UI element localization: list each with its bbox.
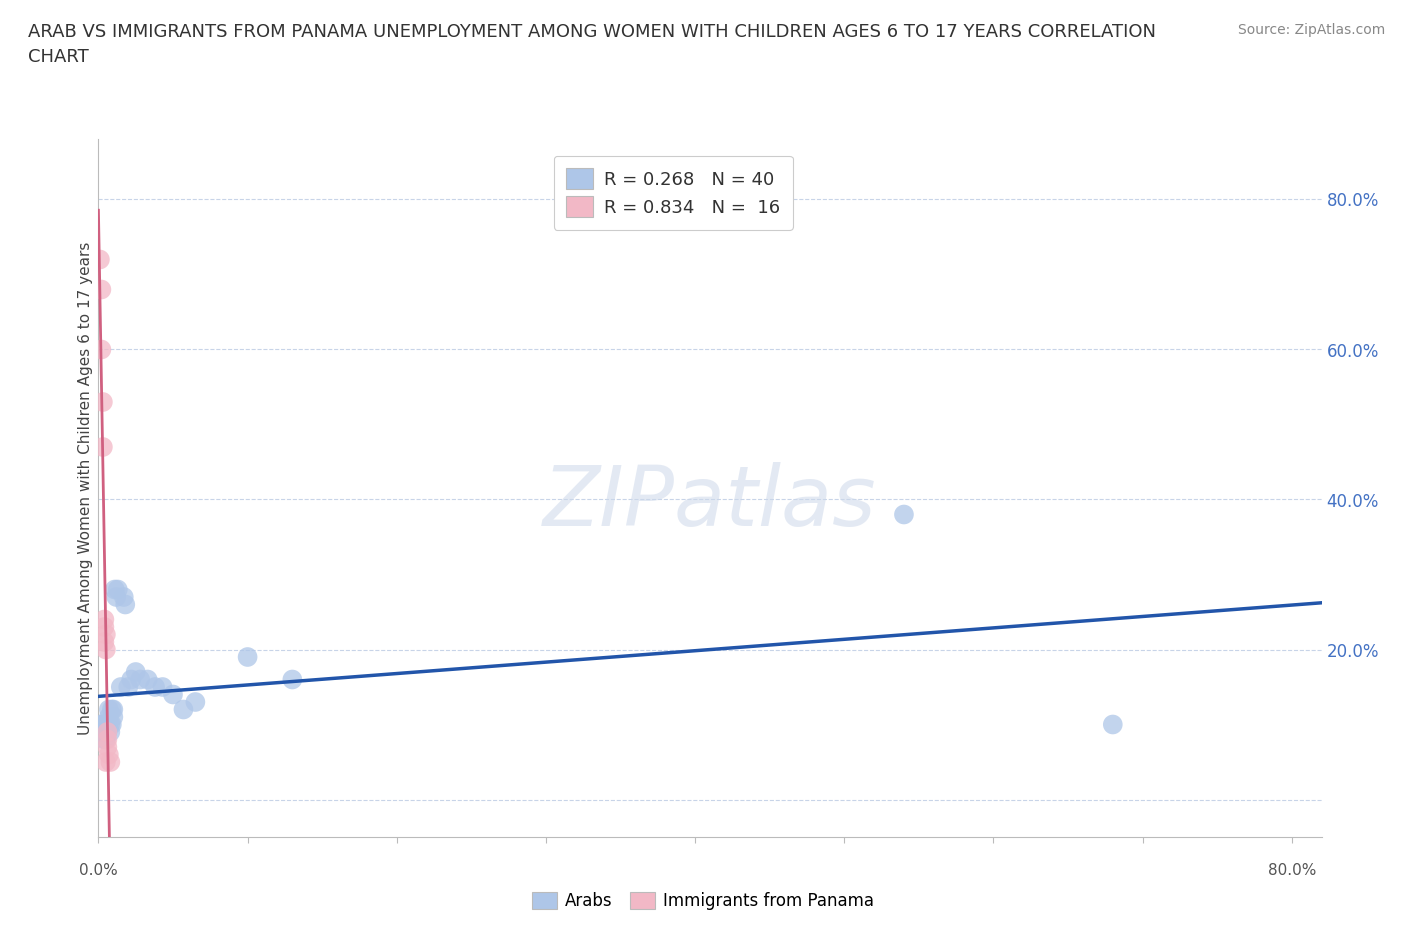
Point	[120, 672, 142, 687]
Point	[93, 634, 115, 649]
Point	[91, 440, 114, 455]
Point	[103, 710, 125, 724]
Point	[96, 732, 118, 747]
Point	[94, 724, 117, 739]
Text: Source: ZipAtlas.com: Source: ZipAtlas.com	[1237, 23, 1385, 37]
Point	[101, 717, 124, 732]
Point	[114, 597, 136, 612]
Point	[1101, 717, 1123, 732]
Text: 0.0%: 0.0%	[79, 863, 118, 878]
Point	[96, 724, 118, 739]
Text: 80.0%: 80.0%	[1268, 863, 1316, 878]
Point	[93, 717, 115, 732]
Point	[91, 394, 114, 409]
Point	[94, 717, 117, 732]
Point	[89, 252, 111, 267]
Legend: Arabs, Immigrants from Panama: Arabs, Immigrants from Panama	[526, 885, 880, 917]
Point	[162, 687, 184, 702]
Point	[98, 754, 121, 769]
Point	[101, 702, 124, 717]
Point	[172, 702, 194, 717]
Point	[110, 680, 132, 695]
Point	[93, 732, 115, 747]
Point	[90, 717, 112, 732]
Point	[90, 724, 112, 739]
Point	[103, 702, 125, 717]
Point	[96, 724, 118, 739]
Point	[97, 747, 120, 762]
Point	[125, 665, 148, 680]
Point	[93, 619, 115, 634]
Point	[96, 739, 118, 754]
Point	[112, 590, 135, 604]
Point	[105, 590, 128, 604]
Point	[94, 642, 117, 657]
Point	[98, 717, 121, 732]
Point	[107, 582, 129, 597]
Legend: R = 0.268   N = 40, R = 0.834   N =  16: R = 0.268 N = 40, R = 0.834 N = 16	[554, 155, 793, 230]
Point	[94, 732, 117, 747]
Point	[136, 672, 159, 687]
Y-axis label: Unemployment Among Women with Children Ages 6 to 17 years: Unemployment Among Women with Children A…	[77, 242, 93, 735]
Point	[236, 649, 259, 664]
Point	[893, 507, 915, 522]
Point	[94, 754, 117, 769]
Point	[93, 724, 115, 739]
Point	[143, 680, 166, 695]
Point	[104, 582, 127, 597]
Point	[91, 717, 114, 732]
Point	[90, 282, 112, 297]
Point	[96, 717, 118, 732]
Point	[98, 724, 121, 739]
Point	[152, 680, 174, 695]
Point	[90, 342, 112, 357]
Point	[91, 724, 114, 739]
Point	[281, 672, 304, 687]
Point	[129, 672, 152, 687]
Point	[94, 627, 117, 642]
Point	[97, 710, 120, 724]
Point	[97, 702, 120, 717]
Text: ARAB VS IMMIGRANTS FROM PANAMA UNEMPLOYMENT AMONG WOMEN WITH CHILDREN AGES 6 TO : ARAB VS IMMIGRANTS FROM PANAMA UNEMPLOYM…	[28, 23, 1156, 66]
Point	[117, 680, 139, 695]
Point	[184, 695, 207, 710]
Text: ZIPatlas: ZIPatlas	[543, 461, 877, 543]
Point	[93, 612, 115, 627]
